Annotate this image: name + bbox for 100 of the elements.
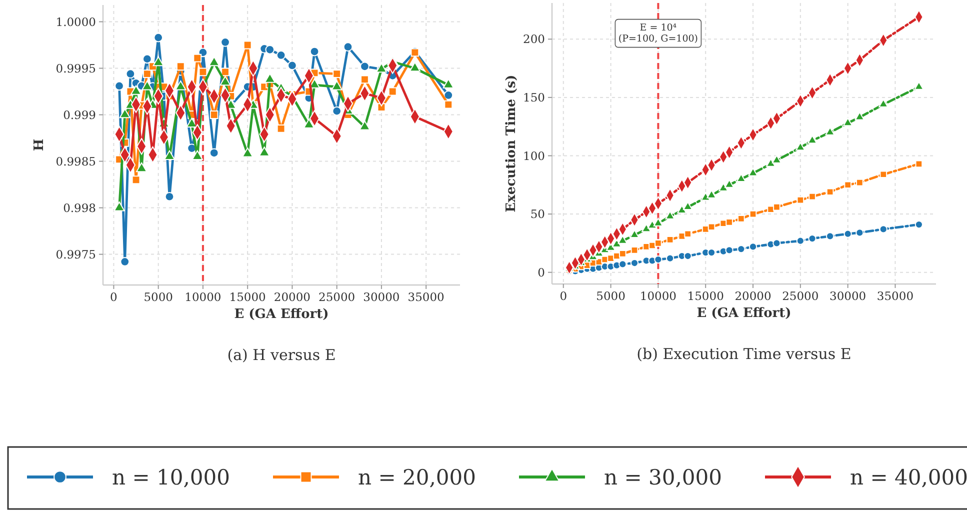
x-tick-label: 20000 [274, 290, 311, 304]
point [360, 75, 369, 84]
point [736, 174, 746, 182]
point [243, 40, 252, 50]
point [308, 78, 320, 88]
point [666, 254, 674, 262]
x-tick-label: 30000 [363, 290, 400, 304]
point [684, 230, 692, 238]
point [332, 70, 342, 78]
point [276, 124, 286, 133]
point [343, 42, 353, 52]
point [210, 110, 218, 119]
point [630, 246, 638, 254]
x-tick-label: 35000 [408, 290, 444, 304]
point [677, 205, 687, 214]
y-tick-label: 150 [523, 90, 545, 104]
point [879, 225, 888, 234]
point [442, 78, 454, 88]
point [332, 106, 342, 116]
point [726, 218, 733, 226]
point [618, 250, 626, 258]
point [772, 239, 781, 248]
y-tick-label: 0.9995 [56, 61, 96, 76]
point [126, 69, 136, 79]
point [154, 32, 164, 42]
point [630, 230, 640, 238]
x-tick-label: 15000 [687, 289, 724, 303]
x-axis-title: E (GA Effort) [234, 307, 329, 322]
text: (b) Execution Time versus E [636, 345, 852, 363]
point [331, 80, 342, 90]
y-axis-title: H [32, 138, 47, 152]
point [654, 255, 662, 264]
point [737, 215, 745, 222]
x-tick-label: 30000 [830, 289, 866, 303]
x-tick-label: 25000 [318, 290, 356, 304]
point [725, 246, 734, 254]
point [164, 150, 176, 160]
legend-label: n = 20,000 [358, 465, 476, 490]
point [618, 260, 627, 268]
point [130, 85, 142, 95]
y-tick-label: 0.998 [63, 200, 96, 215]
y-tick-label: 0.9985 [56, 154, 96, 168]
point [854, 112, 864, 120]
x-tick-label: 15000 [229, 290, 266, 304]
point [772, 154, 782, 164]
point [844, 230, 852, 238]
point [748, 242, 758, 251]
y-tick-label: 1.0000 [56, 14, 96, 29]
point [132, 176, 140, 184]
x-tick-label: 25000 [782, 289, 819, 303]
x-tick-label: 5000 [144, 290, 173, 304]
point [114, 81, 124, 91]
point [258, 146, 270, 156]
point [360, 62, 370, 72]
x-tick-label: 0 [560, 289, 568, 303]
y-tick-label: 0.999 [63, 108, 96, 122]
y-tick-label: 0 [538, 265, 545, 280]
point [915, 160, 923, 168]
legend-label: n = 30,000 [604, 465, 722, 490]
point [176, 62, 185, 71]
point [807, 135, 818, 144]
point [264, 73, 276, 83]
point [856, 178, 864, 186]
point [288, 60, 297, 70]
x-tick-label: 10000 [640, 289, 676, 303]
point [310, 46, 320, 56]
legend-label: n = 40,000 [850, 465, 967, 490]
point [796, 196, 804, 204]
x-axis-title: E (GA Effort) [696, 306, 792, 321]
point [607, 254, 614, 262]
text: (a) H versus E [227, 346, 336, 364]
point [678, 232, 686, 240]
point [142, 70, 152, 78]
point [856, 228, 864, 237]
point [175, 80, 186, 90]
point [136, 162, 148, 172]
y-tick-label: 0.9975 [56, 247, 96, 262]
point [242, 148, 254, 158]
point [749, 210, 757, 218]
point [142, 54, 152, 64]
point [653, 218, 663, 226]
point [114, 201, 125, 212]
x-tick-label: 5000 [596, 289, 626, 303]
point [220, 76, 231, 86]
point [164, 192, 174, 202]
x-tick-label: 20000 [734, 289, 772, 303]
point [773, 203, 780, 211]
y-tick-label: 100 [523, 148, 545, 163]
point [843, 118, 853, 126]
point [388, 87, 397, 96]
point [826, 232, 834, 240]
point [152, 56, 164, 66]
point [220, 38, 230, 47]
point [654, 240, 662, 247]
point [221, 68, 230, 76]
point [209, 148, 219, 158]
point [708, 223, 716, 231]
point [276, 50, 286, 60]
y-tick-label: 200 [523, 32, 545, 46]
point [702, 226, 710, 233]
